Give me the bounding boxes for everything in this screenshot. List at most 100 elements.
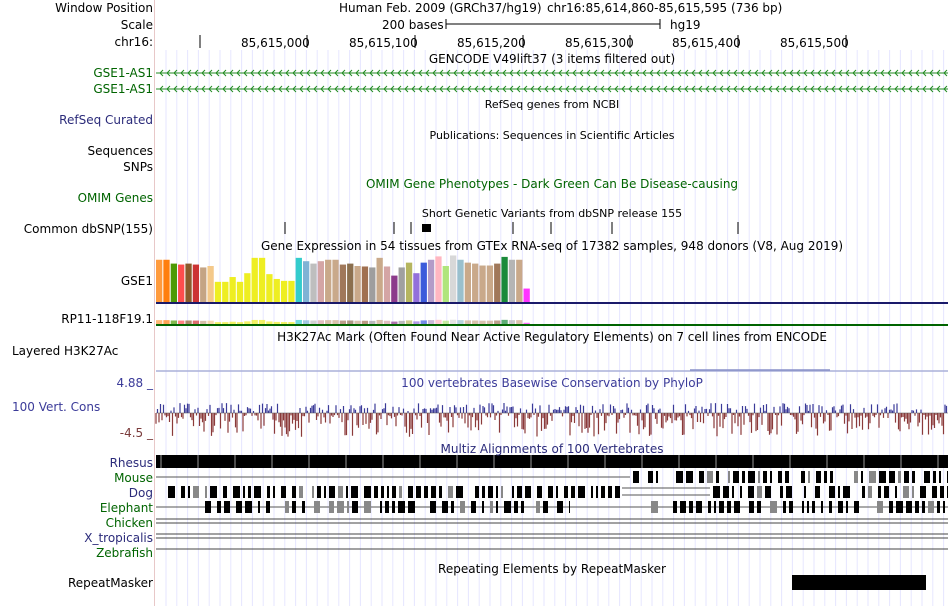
gencode-item-label-2[interactable]: GSE1-AS1 <box>93 82 153 96</box>
gtex-bar-rp11 <box>229 321 236 324</box>
gtex-bar <box>479 265 486 302</box>
gtex-gene-label-1[interactable]: GSE1 <box>120 274 153 288</box>
gtex-bar <box>258 257 266 302</box>
multiz-dog-block <box>408 486 413 498</box>
gtex-bar-rp11 <box>361 320 369 324</box>
multiz-species-chicken[interactable]: Chicken <box>105 516 153 530</box>
multiz-dog-block <box>193 486 199 498</box>
gtex-gene-label-2[interactable]: RP11-118F19.1 <box>61 312 153 326</box>
dbsnp-track-label[interactable]: Common dbSNP(155) <box>23 222 153 236</box>
gencode-track-title[interactable]: GENCODE V49lift37 (3 items filtered out) <box>428 52 676 66</box>
refseq-track-title[interactable]: RefSeq genes from NCBI <box>484 98 620 111</box>
multiz-elephant-block <box>812 501 815 513</box>
snps-track-label[interactable]: SNPs <box>123 160 153 174</box>
gtex-bar <box>332 259 339 302</box>
multiz-elephant-block <box>807 501 809 513</box>
ruler-tick-1: 85,615,000 <box>241 36 310 50</box>
position-text: chr16:85,614,860-85,615,595 (736 bp) <box>547 1 783 15</box>
multiz-mouse-block <box>748 471 755 483</box>
multiz-dog-block <box>591 486 593 498</box>
multiz-elephant-block <box>714 501 716 513</box>
gtex-bar-rp11 <box>207 320 214 324</box>
gtex-bar-rp11 <box>427 320 435 324</box>
publications-track-title[interactable]: Publications: Sequences in Scientific Ar… <box>429 129 675 142</box>
gtex-bar <box>347 263 354 302</box>
ruler-tick-2: 85,615,100 <box>349 36 418 50</box>
multiz-dog-block <box>374 486 378 498</box>
gtex-track-title[interactable]: Gene Expression in 54 tissues from GTEx … <box>260 239 844 253</box>
multiz-species-dog[interactable]: Dog <box>128 486 153 500</box>
h3k27ac-track-title[interactable]: H3K27Ac Mark (Often Found Near Active Re… <box>277 330 827 344</box>
ruler-tick-4: 85,615,300 <box>565 36 634 50</box>
repeatmasker-track-label[interactable]: RepeatMasker <box>67 576 153 590</box>
multiz-elephant-block <box>514 501 518 513</box>
multiz-dog-block <box>399 486 402 498</box>
gtex-bar <box>310 263 317 302</box>
dbsnp-track-title[interactable]: Short Genetic Variants from dbSNP releas… <box>421 207 683 220</box>
multiz-mouse-block <box>648 471 653 483</box>
multiz-dog-block <box>387 486 389 498</box>
multiz-dog-block <box>838 486 840 498</box>
multiz-track-title[interactable]: Multiz Alignments of 100 Vertebrates <box>440 442 664 456</box>
multiz-dog-block <box>556 486 558 498</box>
gtex-bar-rp11 <box>347 320 354 324</box>
gtex-bar-rp11 <box>501 319 508 324</box>
gtex-bar-rp11 <box>369 320 376 324</box>
multiz-dog-block <box>267 486 270 498</box>
gtex-bar-rp11 <box>420 320 427 324</box>
multiz-species-mouse[interactable]: Mouse <box>114 471 153 485</box>
phylop-track-label[interactable]: 100 Vert. Cons <box>12 400 101 414</box>
publications-track-label[interactable]: Sequences <box>87 144 153 158</box>
multiz-dog-block <box>168 486 175 498</box>
gtex-bar <box>200 267 207 302</box>
dbsnp-variant-cluster <box>422 224 431 232</box>
multiz-elephant-block <box>460 501 465 513</box>
multiz-elephant-block <box>352 501 358 513</box>
multiz-dog-block <box>317 486 321 498</box>
multiz-elephant-block <box>451 501 454 513</box>
gtex-bar-rp11 <box>405 320 413 324</box>
multiz-mouse-block <box>633 471 639 483</box>
multiz-elephant-block <box>802 501 804 513</box>
gtex-bar <box>494 263 501 302</box>
omim-track-label[interactable]: OMIM Genes <box>77 191 153 205</box>
multiz-mouse-block <box>824 471 827 483</box>
gtex-bar-rp11 <box>523 322 530 324</box>
multiz-elephant-block <box>504 501 511 513</box>
multiz-elephant-block <box>829 501 832 513</box>
gtex-bar-rp11 <box>295 319 302 324</box>
multiz-elephant-block <box>680 501 686 513</box>
gencode-arrows-2 <box>159 85 948 93</box>
multiz-elephant-block <box>442 501 448 513</box>
gtex-bar <box>214 281 222 302</box>
omim-track-title[interactable]: OMIM Gene Phenotypes - Dark Green Can Be… <box>365 177 739 191</box>
gtex-bar-rp11 <box>442 320 449 324</box>
multiz-dog-block <box>205 486 207 498</box>
repeatmasker-track-title[interactable]: Repeating Elements by RepeatMasker <box>438 562 666 576</box>
multiz-species-elephant[interactable]: Elephant <box>99 501 153 515</box>
gtex-bar-rp11 <box>178 320 185 324</box>
multiz-dog-block <box>248 486 251 498</box>
gencode-arrows-1 <box>159 69 948 77</box>
multiz-mouse-block <box>742 471 745 483</box>
h3k27ac-track-label[interactable]: Layered H3K27Ac <box>12 344 119 358</box>
multiz-dog-block <box>732 486 734 498</box>
multiz-dog-block <box>878 486 881 498</box>
gtex-bar-rp11 <box>464 320 471 324</box>
gtex-bar <box>405 262 413 302</box>
multiz-dog-block <box>475 486 479 498</box>
multiz-species-xtropicalis[interactable]: X_tropicalis <box>84 531 153 545</box>
multiz-mouse-block <box>808 471 810 483</box>
multiz-mouse-block <box>879 471 886 483</box>
refseq-track-label[interactable]: RefSeq Curated <box>59 113 153 127</box>
multiz-elephant-block <box>482 501 484 513</box>
gencode-item-label-1[interactable]: GSE1-AS1 <box>93 66 153 80</box>
multiz-elephant-block <box>846 501 848 513</box>
gtex-bar <box>457 259 464 302</box>
multiz-species-rhesus[interactable]: Rhesus <box>109 456 153 470</box>
assembly-text: Human Feb. 2009 (GRCh37/hg19) <box>339 1 542 15</box>
multiz-species-zebrafish[interactable]: Zebrafish <box>96 546 153 560</box>
phylop-track-title[interactable]: 100 vertebrates Basewise Conservation by… <box>401 376 703 390</box>
